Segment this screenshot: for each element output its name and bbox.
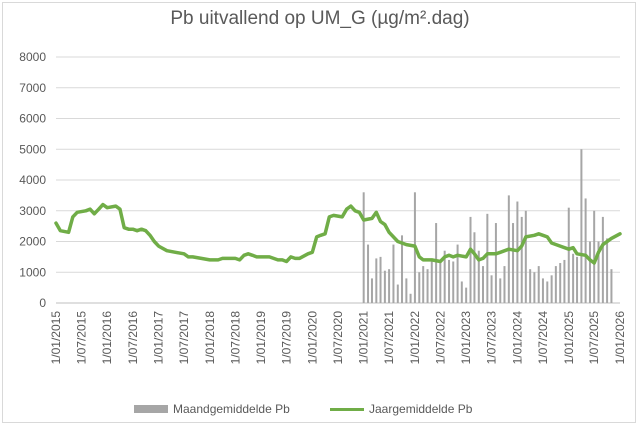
x-tick-label: 1/07/2025	[587, 311, 601, 365]
bar	[401, 235, 404, 303]
x-tick-label: 1/07/2023	[485, 311, 499, 365]
y-tick-label: 3000	[19, 204, 46, 218]
bar	[465, 287, 468, 303]
y-tick-label: 8000	[19, 50, 46, 64]
bar	[370, 278, 373, 303]
bar	[490, 275, 493, 303]
legend-bar-swatch	[134, 405, 168, 413]
x-tick-label: 1/07/2017	[177, 311, 191, 365]
bar	[533, 272, 536, 303]
bar	[383, 270, 386, 303]
legend-item-line: Jaargemiddelde Pb	[330, 402, 472, 416]
legend-label-bars: Maandgemiddelde Pb	[173, 402, 290, 416]
bar	[456, 244, 459, 303]
bar	[610, 269, 613, 303]
bar	[452, 261, 455, 303]
bar	[379, 256, 382, 303]
x-tick-label: 1/07/2022	[433, 311, 447, 365]
bar	[375, 258, 378, 303]
legend-label-line: Jaargemiddelde Pb	[369, 402, 473, 416]
x-tick-label: 1/07/2015	[74, 311, 88, 365]
y-tick-label: 1000	[19, 265, 46, 279]
x-tick-label: 1/01/2019	[254, 311, 268, 365]
y-tick-label: 2000	[19, 235, 46, 249]
bar	[512, 223, 515, 303]
bar	[418, 272, 421, 303]
x-tick-label: 1/07/2021	[382, 311, 396, 365]
bar	[559, 263, 562, 303]
chart-title: Pb uitvallend op UM_G (µg/m².dag)	[170, 8, 470, 29]
x-tick-label: 1/07/2016	[126, 311, 140, 365]
x-tick-label: 1/01/2024	[510, 311, 524, 365]
bar	[503, 266, 506, 303]
bar	[537, 266, 540, 303]
x-tick-label: 1/07/2018	[228, 311, 242, 365]
y-tick-label: 6000	[19, 112, 46, 126]
bar	[477, 250, 480, 303]
legend: Maandgemiddelde Pb Jaargemiddelde Pb	[0, 402, 640, 420]
bar	[529, 269, 532, 303]
bar	[405, 278, 408, 303]
x-tick-label: 1/07/2020	[331, 311, 345, 365]
bar	[576, 256, 579, 303]
bar	[448, 259, 451, 303]
x-tick-label: 1/01/2015	[49, 311, 63, 365]
bar	[392, 244, 395, 303]
bar	[430, 259, 433, 303]
bar	[435, 223, 438, 303]
legend-line-swatch	[330, 407, 364, 411]
x-tick-label: 1/07/2024	[536, 311, 550, 365]
bar	[494, 223, 497, 303]
chart-frame	[2, 2, 636, 423]
x-tick-label: 1/01/2026	[613, 311, 627, 365]
bar	[460, 281, 463, 303]
bar	[426, 269, 429, 303]
bar	[546, 281, 549, 303]
bar	[499, 278, 502, 303]
bar	[541, 278, 544, 303]
x-tick-label: 1/01/2023	[459, 311, 473, 365]
bar	[550, 275, 553, 303]
bar	[443, 250, 446, 303]
bar	[396, 284, 399, 303]
x-tick-label: 1/01/2021	[357, 311, 371, 365]
bar	[580, 149, 583, 303]
bar	[606, 238, 609, 303]
bar	[593, 210, 596, 303]
bar	[524, 210, 527, 303]
bar	[409, 293, 412, 303]
x-tick-label: 1/01/2018	[203, 311, 217, 365]
y-tick-label: 4000	[19, 173, 46, 187]
bar	[473, 232, 476, 303]
bar	[482, 266, 485, 303]
x-tick-label: 1/01/2017	[152, 311, 166, 365]
bar	[572, 253, 575, 303]
bar	[554, 266, 557, 303]
bar	[601, 216, 604, 303]
bar	[597, 241, 600, 303]
x-tick-label: 1/01/2022	[408, 311, 422, 365]
bar	[362, 192, 365, 303]
y-tick-label: 5000	[19, 142, 46, 156]
x-tick-label: 1/01/2016	[100, 311, 114, 365]
y-tick-label: 0	[39, 296, 46, 310]
bar	[388, 269, 391, 303]
bar	[567, 207, 570, 303]
bar	[439, 263, 442, 303]
x-tick-label: 1/01/2020	[305, 311, 319, 365]
x-tick-label: 1/07/2019	[279, 311, 293, 365]
bar	[584, 198, 587, 303]
bar	[469, 216, 472, 303]
bar	[486, 213, 489, 303]
bar	[563, 259, 566, 303]
x-tick-label: 1/01/2025	[562, 311, 576, 365]
bar	[367, 244, 370, 303]
y-tick-label: 7000	[19, 81, 46, 95]
legend-item-bars: Maandgemiddelde Pb	[134, 402, 290, 416]
bar	[422, 266, 425, 303]
bar	[520, 216, 523, 303]
series-line-jaargemiddelde	[54, 202, 622, 265]
bar	[588, 241, 591, 303]
